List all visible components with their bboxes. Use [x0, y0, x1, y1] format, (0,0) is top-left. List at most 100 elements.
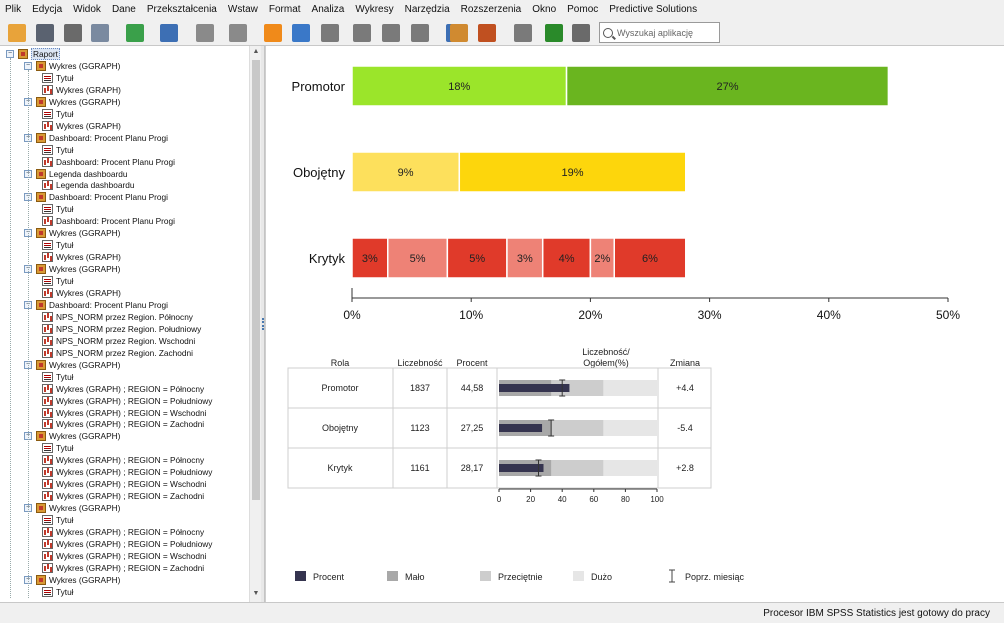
tree-item[interactable]: Tytuł	[42, 72, 74, 84]
pivot-button[interactable]	[380, 22, 402, 44]
tree-item[interactable]: NPS_NORM przez Region. Południowy	[42, 323, 201, 335]
tree-item[interactable]: − Wykres (GGRAPH)	[24, 359, 120, 371]
cell-liczebnosc: 1161	[410, 463, 429, 473]
web-report-button[interactable]	[290, 22, 312, 44]
tree-item[interactable]: NPS_NORM przez Region. Wschodni	[42, 335, 195, 347]
search-input[interactable]: Wyszukaj aplikację	[617, 27, 693, 38]
new-item-button[interactable]	[543, 22, 565, 44]
chart-icon	[42, 419, 53, 430]
legend-swatch	[295, 571, 306, 581]
search-box[interactable]: Wyszukaj aplikację	[599, 22, 720, 43]
tree-item-label: Tytuł	[56, 371, 74, 382]
tree-item[interactable]: Wykres (GRAPH) ; REGION = Wschodni	[42, 407, 206, 419]
tree-item[interactable]: Dashboard: Procent Planu Progi	[42, 156, 175, 168]
tree-item-label: Tytuł	[56, 586, 74, 597]
collapse-icon[interactable]: −	[6, 50, 14, 58]
tree-item[interactable]: − Wykres (GGRAPH)	[24, 574, 120, 586]
tree-item[interactable]: − Wykres (GGRAPH)	[24, 96, 120, 108]
splitter-grip[interactable]	[262, 318, 264, 330]
tree-item[interactable]: Wykres (GRAPH)	[42, 287, 121, 299]
tree-item[interactable]: Wykres (GRAPH)	[42, 120, 121, 132]
print-button[interactable]	[62, 22, 84, 44]
tree-item-label: Wykres (GRAPH) ; REGION = Zachodni	[56, 562, 205, 573]
tree-item[interactable]: Tytuł	[42, 514, 74, 526]
open-folder-button[interactable]	[6, 22, 28, 44]
tree-item[interactable]: Wykres (GRAPH) ; REGION = Północny	[42, 526, 204, 538]
save-button[interactable]	[34, 22, 56, 44]
menu-item-6[interactable]: Format	[268, 4, 301, 15]
menu-item-8[interactable]: Wykresy	[355, 4, 394, 15]
menu-item-4[interactable]: Przekształcenia	[146, 4, 217, 15]
menu-item-13[interactable]: Predictive Solutions	[609, 4, 698, 15]
tree-item[interactable]: − Dashboard: Procent Planu Progi	[24, 299, 168, 311]
tree-item[interactable]: − Dashboard: Procent Planu Progi	[24, 132, 168, 144]
scroll-down-icon[interactable]: ▼	[252, 590, 260, 597]
tree-item[interactable]: Tytuł	[42, 144, 74, 156]
download-button[interactable]	[409, 22, 431, 44]
tree-item[interactable]: Tytuł	[42, 442, 74, 454]
tree-item[interactable]: Wykres (GRAPH) ; REGION = Południowy	[42, 466, 212, 478]
data-label: 2%	[594, 253, 610, 265]
tree-item[interactable]: Dashboard: Procent Planu Progi	[42, 215, 175, 227]
edit-button[interactable]	[448, 22, 470, 44]
insert-button[interactable]	[512, 22, 534, 44]
menu-item-5[interactable]: Wstaw	[227, 4, 258, 15]
text-button[interactable]	[570, 22, 592, 44]
cell-procent: 27,25	[461, 423, 484, 433]
script-icon	[478, 24, 496, 42]
goto-data-button[interactable]	[158, 22, 180, 44]
tree-item[interactable]: − Wykres (GGRAPH)	[24, 263, 120, 275]
tree-item[interactable]: − Dashboard: Procent Planu Progi	[24, 191, 168, 203]
tree-item[interactable]: − Wykres (GGRAPH)	[24, 227, 120, 239]
tree-item-label: NPS_NORM przez Region. Zachodni	[56, 347, 193, 358]
tree-item[interactable]: NPS_NORM przez Region. Zachodni	[42, 347, 193, 359]
cell-procent: 44,58	[461, 383, 484, 393]
menu-item-11[interactable]: Okno	[532, 4, 557, 15]
tree-item[interactable]: Wykres (GRAPH) ; REGION = Wschodni	[42, 478, 206, 490]
tree-item[interactable]: Wykres (GRAPH) ; REGION = Zachodni	[42, 562, 204, 574]
collapse-icon[interactable]: −	[24, 61, 32, 70]
charts-button[interactable]	[319, 22, 341, 44]
tree-item[interactable]: Wykres (GRAPH) ; REGION = Południowy	[42, 538, 212, 550]
undo-button[interactable]	[194, 22, 216, 44]
tree-item[interactable]: Tytuł	[42, 586, 74, 598]
tree-item[interactable]: − Wykres (GGRAPH)	[24, 502, 120, 514]
tree-item[interactable]: Wykres (GRAPH) ; REGION = Północny	[42, 383, 204, 395]
tree-item[interactable]: − Legenda dashboardu	[24, 168, 127, 180]
tree-item[interactable]: Wykres (GRAPH) ; REGION = Zachodni	[42, 490, 204, 502]
menu-item-9[interactable]: Narzędzia	[404, 4, 450, 15]
tree-item[interactable]: − Raport	[6, 48, 60, 60]
menu-item-3[interactable]: Dane	[111, 4, 136, 15]
tree-item[interactable]: Legenda dashboardu	[42, 179, 134, 191]
export-button[interactable]	[124, 22, 146, 44]
redo-button[interactable]	[227, 22, 249, 44]
print-preview-button[interactable]	[89, 22, 111, 44]
tree-item[interactable]: Tytuł	[42, 371, 74, 383]
tree-item[interactable]: Wykres (GRAPH) ; REGION = Wschodni	[42, 550, 206, 562]
menu-item-10[interactable]: Rozszerzenia	[460, 4, 522, 15]
menu-item-7[interactable]: Analiza	[311, 4, 345, 15]
menu-item-12[interactable]: Pomoc	[567, 4, 599, 15]
tree-item[interactable]: Wykres (GRAPH) ; REGION = Zachodni	[42, 418, 204, 430]
tree-item[interactable]: Tytuł	[42, 203, 74, 215]
menu-item-1[interactable]: Edycja	[32, 4, 63, 15]
tree-item[interactable]: − Wykres (GGRAPH)	[24, 60, 120, 72]
tree-item[interactable]: NPS_NORM przez Region. Północny	[42, 311, 193, 323]
star-button[interactable]	[262, 22, 284, 44]
tree-item[interactable]: Tytuł	[42, 239, 74, 251]
tree-item[interactable]: − Wykres (GGRAPH)	[24, 430, 120, 442]
pane-splitter[interactable]	[261, 46, 265, 602]
tree-item[interactable]: Wykres (GRAPH)	[42, 84, 121, 96]
menu-item-0[interactable]: Plik	[5, 4, 22, 15]
scrollbar-thumb[interactable]	[252, 60, 260, 500]
tree-scrollbar[interactable]: ▲ ▼	[249, 46, 261, 602]
tree-item[interactable]: Wykres (GRAPH)	[42, 251, 121, 263]
tree-item[interactable]: Wykres (GRAPH) ; REGION = Północny	[42, 454, 204, 466]
tree-item[interactable]: Tytuł	[42, 275, 74, 287]
tree-item[interactable]: Wykres (GRAPH) ; REGION = Południowy	[42, 395, 212, 407]
script-button[interactable]	[476, 22, 498, 44]
scroll-up-icon[interactable]: ▲	[252, 48, 260, 55]
tree-item[interactable]: Tytuł	[42, 108, 74, 120]
menu-item-2[interactable]: Widok	[73, 4, 101, 15]
table-button[interactable]	[351, 22, 373, 44]
